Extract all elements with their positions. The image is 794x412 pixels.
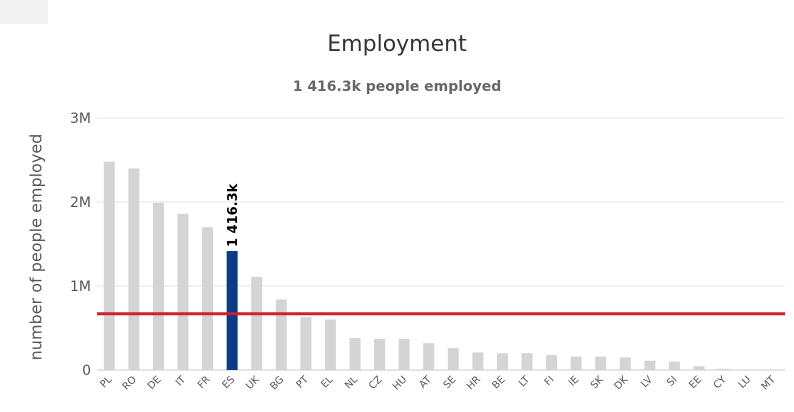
x-tick-label: FI xyxy=(543,374,557,388)
bar xyxy=(300,317,312,370)
x-tick-label: SE xyxy=(442,374,459,391)
x-tick-label: FR xyxy=(196,374,213,391)
bar xyxy=(447,348,459,370)
x-tick-label: NL xyxy=(343,374,360,391)
x-tick-label: BE xyxy=(490,374,507,391)
bar xyxy=(496,353,508,370)
bar xyxy=(472,352,484,370)
chart-subtitle: 1 416.3k people employed xyxy=(292,79,502,95)
y-tick-label: 0 xyxy=(82,363,91,379)
x-tick-label: DK xyxy=(613,374,631,392)
x-tick-label: HU xyxy=(391,374,409,392)
bar xyxy=(374,338,386,370)
bar xyxy=(349,338,361,370)
x-tick-label: AT xyxy=(417,374,434,391)
bar xyxy=(251,276,263,370)
bar xyxy=(595,356,607,370)
bar xyxy=(103,161,115,370)
x-tick-label: RO xyxy=(121,374,139,392)
x-tick-label: CZ xyxy=(367,374,385,392)
x-tick-label: EE xyxy=(687,374,704,391)
x-tick-label: SK xyxy=(589,374,606,391)
bar xyxy=(423,343,435,370)
x-tick-label: PL xyxy=(98,374,114,390)
x-tick-label: CY xyxy=(712,374,730,392)
bar xyxy=(152,202,164,370)
bar xyxy=(275,299,287,370)
bar xyxy=(546,354,558,370)
x-tick-label: LV xyxy=(639,374,655,390)
bar xyxy=(521,353,533,370)
bar xyxy=(177,213,189,370)
x-tick-label: ES xyxy=(221,374,238,391)
bar xyxy=(128,168,140,370)
highlight-bar xyxy=(226,251,238,370)
x-tick-label: SI xyxy=(665,374,679,388)
bar xyxy=(570,356,582,370)
x-tick-label: PT xyxy=(295,374,312,391)
bar xyxy=(693,366,705,370)
chart-title: Employment xyxy=(327,32,467,57)
x-tick-label: UK xyxy=(244,374,262,392)
bar xyxy=(644,360,656,370)
bar xyxy=(718,368,730,370)
x-tick-label: BG xyxy=(268,374,286,392)
bar xyxy=(619,357,631,370)
x-tick-label: EL xyxy=(319,374,335,390)
bar xyxy=(324,319,336,370)
x-tick-label: DE xyxy=(146,374,164,392)
y-tick-label: 3M xyxy=(70,111,91,127)
x-tick-label: HR xyxy=(465,374,483,392)
y-tick-label: 1M xyxy=(70,279,91,295)
x-tick-label: MT xyxy=(760,374,779,393)
x-tick-label: LT xyxy=(517,374,533,390)
data-label: 1 416.3k xyxy=(226,183,241,247)
y-tick-label: 2M xyxy=(70,195,91,211)
x-tick-label: IT xyxy=(174,374,189,389)
bar xyxy=(202,227,214,370)
bar xyxy=(668,361,680,370)
x-tick-label: IE xyxy=(567,374,581,388)
bar xyxy=(398,338,410,370)
x-tick-label: LU xyxy=(737,374,754,391)
corner-decoration xyxy=(0,0,48,24)
